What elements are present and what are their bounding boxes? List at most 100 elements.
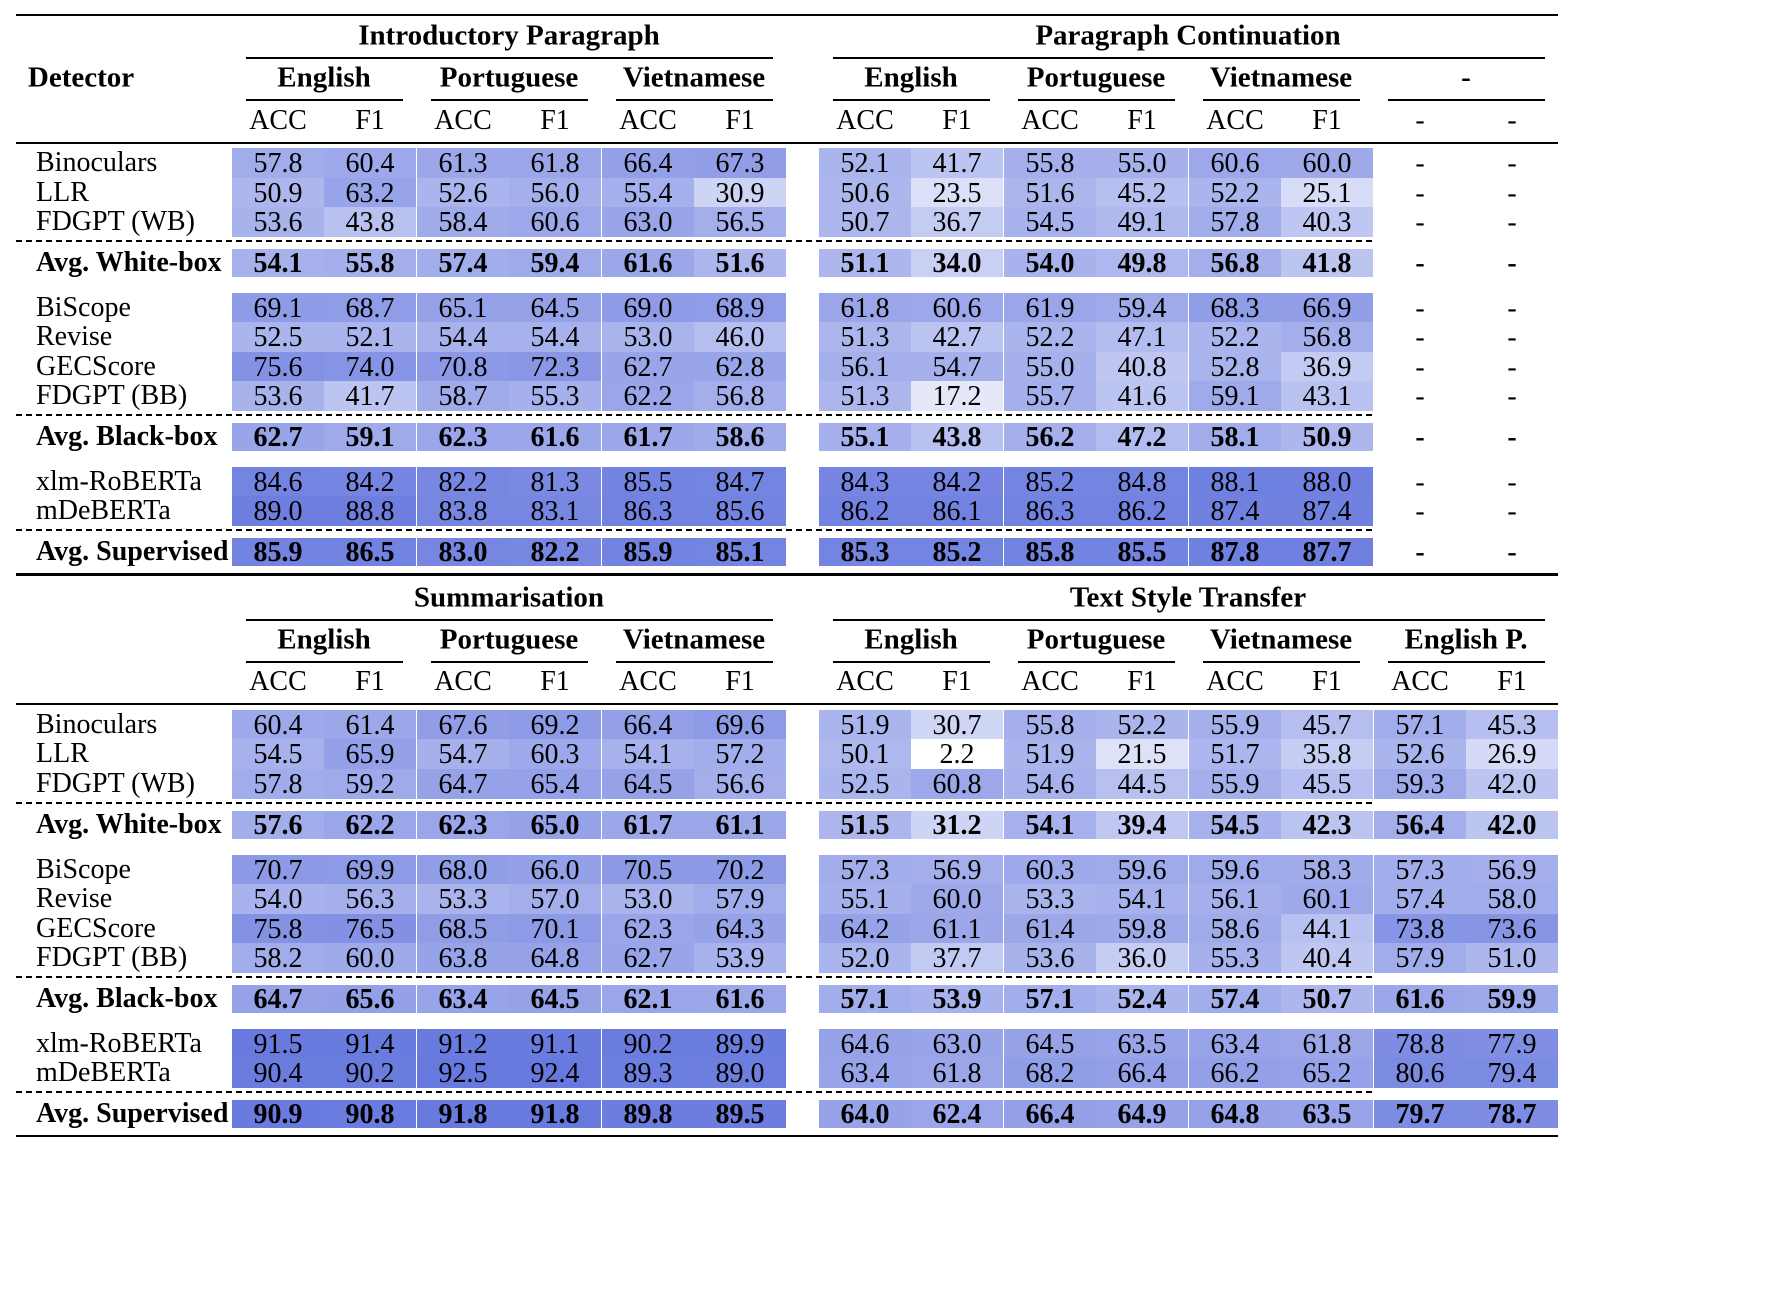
metric-header: F1 xyxy=(1497,666,1527,697)
value-cell xyxy=(1189,884,1281,914)
value-cell xyxy=(1281,884,1373,914)
value-text: - xyxy=(1415,467,1425,498)
value-text: 65.1 xyxy=(438,293,488,324)
value-text: 2.2 xyxy=(939,739,975,770)
value-cell xyxy=(819,207,911,237)
value-text: 89.0 xyxy=(715,1058,765,1089)
value-text: 66.4 xyxy=(623,710,673,741)
value-cell xyxy=(324,739,416,769)
value-cell xyxy=(694,293,786,323)
value-cell xyxy=(417,178,509,208)
value-text: 56.1 xyxy=(1210,884,1260,915)
value-cell xyxy=(819,496,911,526)
value-text: 69.0 xyxy=(623,293,673,324)
value-text: 58.6 xyxy=(715,422,765,453)
bottom-rule xyxy=(16,1135,1558,1137)
value-text: 85.5 xyxy=(1117,537,1167,568)
value-text: 31.2 xyxy=(932,810,982,841)
value-text: - xyxy=(1507,178,1517,209)
value-cell xyxy=(1281,423,1373,451)
value-text: 42.0 xyxy=(1487,810,1537,841)
value-cell xyxy=(1004,207,1096,237)
value-text: 57.8 xyxy=(253,148,303,179)
value-text: 53.6 xyxy=(253,207,303,238)
value-cell xyxy=(819,249,911,277)
value-cell xyxy=(911,985,1003,1013)
value-text: 70.5 xyxy=(623,855,673,886)
value-cell xyxy=(602,496,694,526)
value-cell xyxy=(1004,1100,1096,1128)
value-cell xyxy=(1096,322,1188,352)
value-text: 55.9 xyxy=(1210,769,1260,800)
value-text: 49.1 xyxy=(1117,207,1167,238)
value-cell xyxy=(1281,178,1373,208)
value-cell xyxy=(1466,1058,1558,1088)
value-text: 57.8 xyxy=(253,769,303,800)
value-text: 66.4 xyxy=(623,148,673,179)
value-text: 84.8 xyxy=(1117,467,1167,498)
value-cell xyxy=(694,710,786,740)
value-cell xyxy=(1281,322,1373,352)
row-label: FDGPT (BB) xyxy=(36,380,188,411)
value-text: 59.1 xyxy=(345,422,395,453)
value-text: 58.3 xyxy=(1302,855,1352,886)
value-text: 54.7 xyxy=(932,352,982,383)
value-text: 86.3 xyxy=(1025,496,1075,527)
language-header: English P. xyxy=(1404,623,1528,656)
value-text: 88.8 xyxy=(345,496,395,527)
value-text: 52.5 xyxy=(253,322,303,353)
value-text: - xyxy=(1507,248,1517,279)
value-cell xyxy=(1374,1058,1466,1088)
row-label: mDeBERTa xyxy=(36,495,171,526)
value-cell xyxy=(602,249,694,277)
value-cell xyxy=(509,538,601,566)
value-cell xyxy=(911,538,1003,566)
value-cell xyxy=(417,207,509,237)
value-text: 53.9 xyxy=(715,943,765,974)
value-text: - xyxy=(1415,207,1425,238)
value-text: 92.5 xyxy=(438,1058,488,1089)
value-cell xyxy=(1004,148,1096,178)
value-cell xyxy=(1004,249,1096,277)
value-cell xyxy=(1281,710,1373,740)
value-text: 68.3 xyxy=(1210,293,1260,324)
value-cell xyxy=(694,381,786,411)
value-text: 65.2 xyxy=(1302,1058,1352,1089)
value-cell xyxy=(417,148,509,178)
row-label: Avg. White-box xyxy=(36,809,222,840)
value-cell xyxy=(602,538,694,566)
row-label: Binoculars xyxy=(36,147,158,178)
value-text: 59.1 xyxy=(1210,381,1260,412)
value-cell xyxy=(1281,739,1373,769)
value-cell xyxy=(694,423,786,451)
value-cell xyxy=(694,943,786,973)
value-cell xyxy=(694,811,786,839)
value-text: 51.3 xyxy=(840,381,890,412)
dashed-separator xyxy=(16,529,1372,531)
value-cell xyxy=(911,811,1003,839)
value-text: 78.8 xyxy=(1395,1029,1445,1060)
value-text: 64.5 xyxy=(623,769,673,800)
value-text: 51.6 xyxy=(1025,178,1075,209)
value-cell xyxy=(819,884,911,914)
value-cell xyxy=(819,769,911,799)
value-text: 52.5 xyxy=(840,769,890,800)
value-cell xyxy=(1189,943,1281,973)
value-text: 55.7 xyxy=(1025,381,1075,412)
value-cell xyxy=(1281,811,1373,839)
value-cell xyxy=(694,352,786,382)
value-cell xyxy=(509,739,601,769)
value-text: 63.5 xyxy=(1302,1099,1352,1130)
value-text: 51.6 xyxy=(715,248,765,279)
value-cell xyxy=(417,943,509,973)
value-text: 65.9 xyxy=(345,739,395,770)
value-text: 61.6 xyxy=(715,984,765,1015)
value-text: 23.5 xyxy=(932,178,982,209)
value-cell xyxy=(232,423,324,451)
value-text: 56.9 xyxy=(932,855,982,886)
value-text: 75.8 xyxy=(253,914,303,945)
value-text: 87.4 xyxy=(1210,496,1260,527)
value-text: 74.0 xyxy=(345,352,395,383)
value-text: 82.2 xyxy=(438,467,488,498)
value-cell xyxy=(819,352,911,382)
